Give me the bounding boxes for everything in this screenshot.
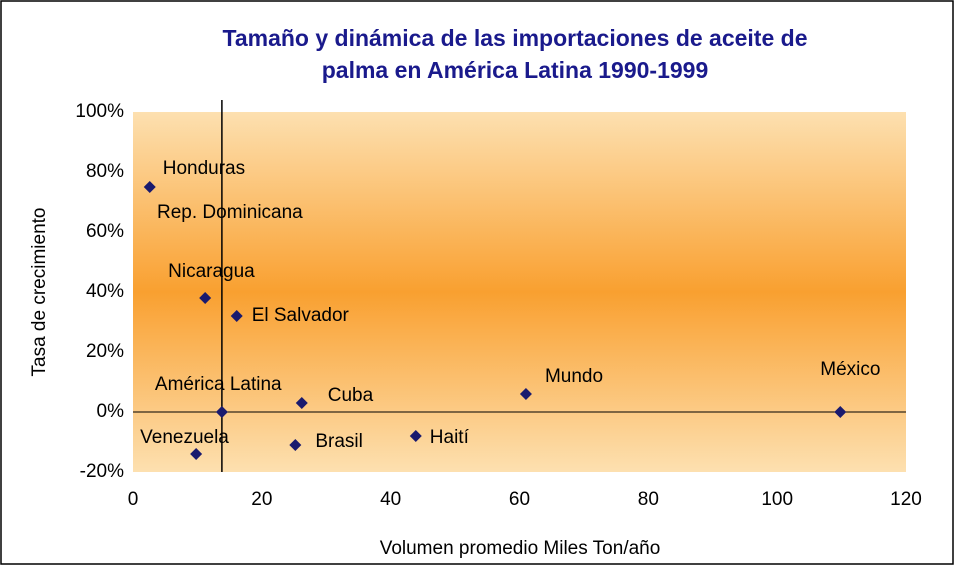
point [295,397,308,409]
point-label: Venezuela [140,427,229,448]
y-tick-label: 100% [75,101,124,122]
chart-title: palma en América Latina 1990-1999 [322,57,709,83]
point [143,181,156,193]
y-axis-label: Tasa de crecimiento [29,208,50,377]
point [190,448,203,460]
point [230,310,243,322]
y-tick-label: -20% [80,461,124,482]
point-label: Cuba [328,385,374,406]
point [409,430,422,442]
x-tick-label: 120 [890,489,922,510]
x-tick-label: 40 [380,489,401,510]
y-tick-label: 80% [86,161,124,182]
x-tick-label: 20 [251,489,272,510]
point [519,388,532,400]
point-label: México [820,359,880,380]
plot-area [133,112,906,472]
point-label: Nicaragua [168,261,255,282]
point [289,439,302,451]
point [834,406,847,418]
y-tick-label: 0% [97,401,125,422]
y-tick-label: 20% [86,341,124,362]
point-label: Honduras [163,158,245,179]
point-label: Haití [430,427,470,448]
point-label: El Salvador [252,305,350,326]
x-tick-label: 60 [509,489,530,510]
x-tick-label: 80 [638,489,659,510]
x-tick-label: 100 [761,489,793,510]
point [215,406,228,418]
chart-title: Tamaño y dinámica de las importaciones d… [222,25,807,51]
annotation: Rep. Dominicana [157,202,303,223]
x-axis-label: Volumen promedio Miles Ton/año [380,538,661,559]
y-tick-label: 40% [86,281,124,302]
x-tick-label: 0 [128,489,139,510]
point-label: Brasil [315,431,363,452]
point [199,292,212,304]
point-label: Mundo [545,366,603,387]
point-label: América Latina [155,374,282,395]
y-tick-label: 60% [86,221,124,242]
